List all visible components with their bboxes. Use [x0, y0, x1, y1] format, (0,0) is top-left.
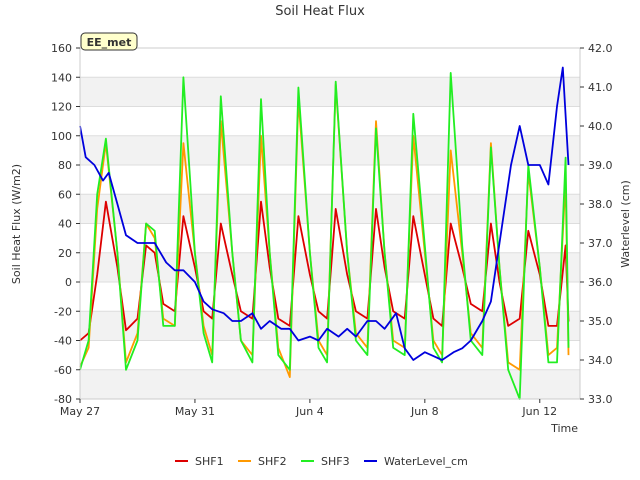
y2-tick-label: 33.0: [588, 393, 613, 406]
legend-item-waterlevel-cm: WaterLevel_cm: [364, 455, 468, 468]
plot-band: [80, 340, 580, 370]
y-tick-label: 120: [51, 101, 72, 114]
y-tick-label: 40: [58, 218, 72, 231]
x-tick-label: May 31: [175, 405, 215, 418]
series-layer: [79, 66, 570, 400]
x-tick-label: Jun 12: [521, 405, 557, 418]
right-axis-ticks: 33.0 34.0 35.0 36.0 37.0 38.0 39.0 40.0 41.0 42.0: [580, 42, 613, 406]
y-tick-label: 100: [51, 130, 72, 143]
legend-item-shf2: SHF2: [238, 455, 287, 468]
y-tick-label: 140: [51, 71, 72, 84]
x-tick-label: Jun 4: [295, 405, 324, 418]
y-axis-label: Soil Heat Flux (W/m2): [10, 164, 23, 284]
legend-label: SHF3: [321, 455, 350, 468]
y2-axis-label: Waterlevel (cm): [619, 180, 632, 268]
y-tick-label: 160: [51, 42, 72, 55]
y-tick-label: -60: [54, 364, 72, 377]
x-tick-label: May 27: [60, 405, 100, 418]
y2-tick-label: 41.0: [588, 81, 613, 94]
plot-band: [80, 135, 580, 165]
y2-tick-label: 39.0: [588, 159, 613, 172]
plot-band: [80, 77, 580, 107]
badge-label: EE_met: [87, 36, 132, 49]
y-tick-label: 60: [58, 188, 72, 201]
legend: SHF1 SHF2 SHF3 WaterLevel_cm: [175, 455, 468, 468]
badge-box: [80, 32, 138, 51]
plot-band: [80, 48, 580, 78]
y-tick-label: -40: [54, 335, 72, 348]
legend-label: SHF1: [195, 455, 224, 468]
y2-tick-label: 38.0: [588, 198, 613, 211]
y-tick-label: -20: [54, 305, 72, 318]
y2-tick-label: 36.0: [588, 276, 613, 289]
y2-tick-label: 35.0: [588, 315, 613, 328]
legend-item-shf1: SHF1: [175, 455, 224, 468]
y-tick-label: 20: [58, 247, 72, 260]
plot-band: [80, 106, 580, 136]
left-axis-ticks: -80 -60 -40 -20 0 20 40 60 80 100 120 140 160: [51, 42, 80, 406]
plot-band: [80, 369, 580, 399]
legend-label: WaterLevel_cm: [384, 455, 468, 468]
y2-tick-label: 40.0: [588, 120, 613, 133]
y-tick-label: 80: [58, 159, 72, 172]
x-axis-ticks: May 27 May 31 Jun 4 Jun 8 Jun 12: [60, 399, 557, 418]
y2-tick-label: 42.0: [588, 42, 613, 55]
y-tick-label: -80: [54, 393, 72, 406]
y-tick-label: 0: [65, 276, 72, 289]
series-line-shf3: [79, 72, 570, 400]
series-line-waterlevel-cm: [79, 66, 570, 361]
ee-met-badge: EE_met: [80, 32, 138, 51]
plot-band: [80, 165, 580, 195]
y2-tick-label: 37.0: [588, 237, 613, 250]
chart-title: Soil Heat Flux: [275, 4, 365, 19]
legend-label: SHF2: [258, 455, 287, 468]
legend-item-shf3: SHF3: [301, 455, 350, 468]
x-axis-label: Time: [550, 422, 578, 435]
y2-tick-label: 34.0: [588, 354, 613, 367]
x-tick-label: Jun 8: [410, 405, 439, 418]
